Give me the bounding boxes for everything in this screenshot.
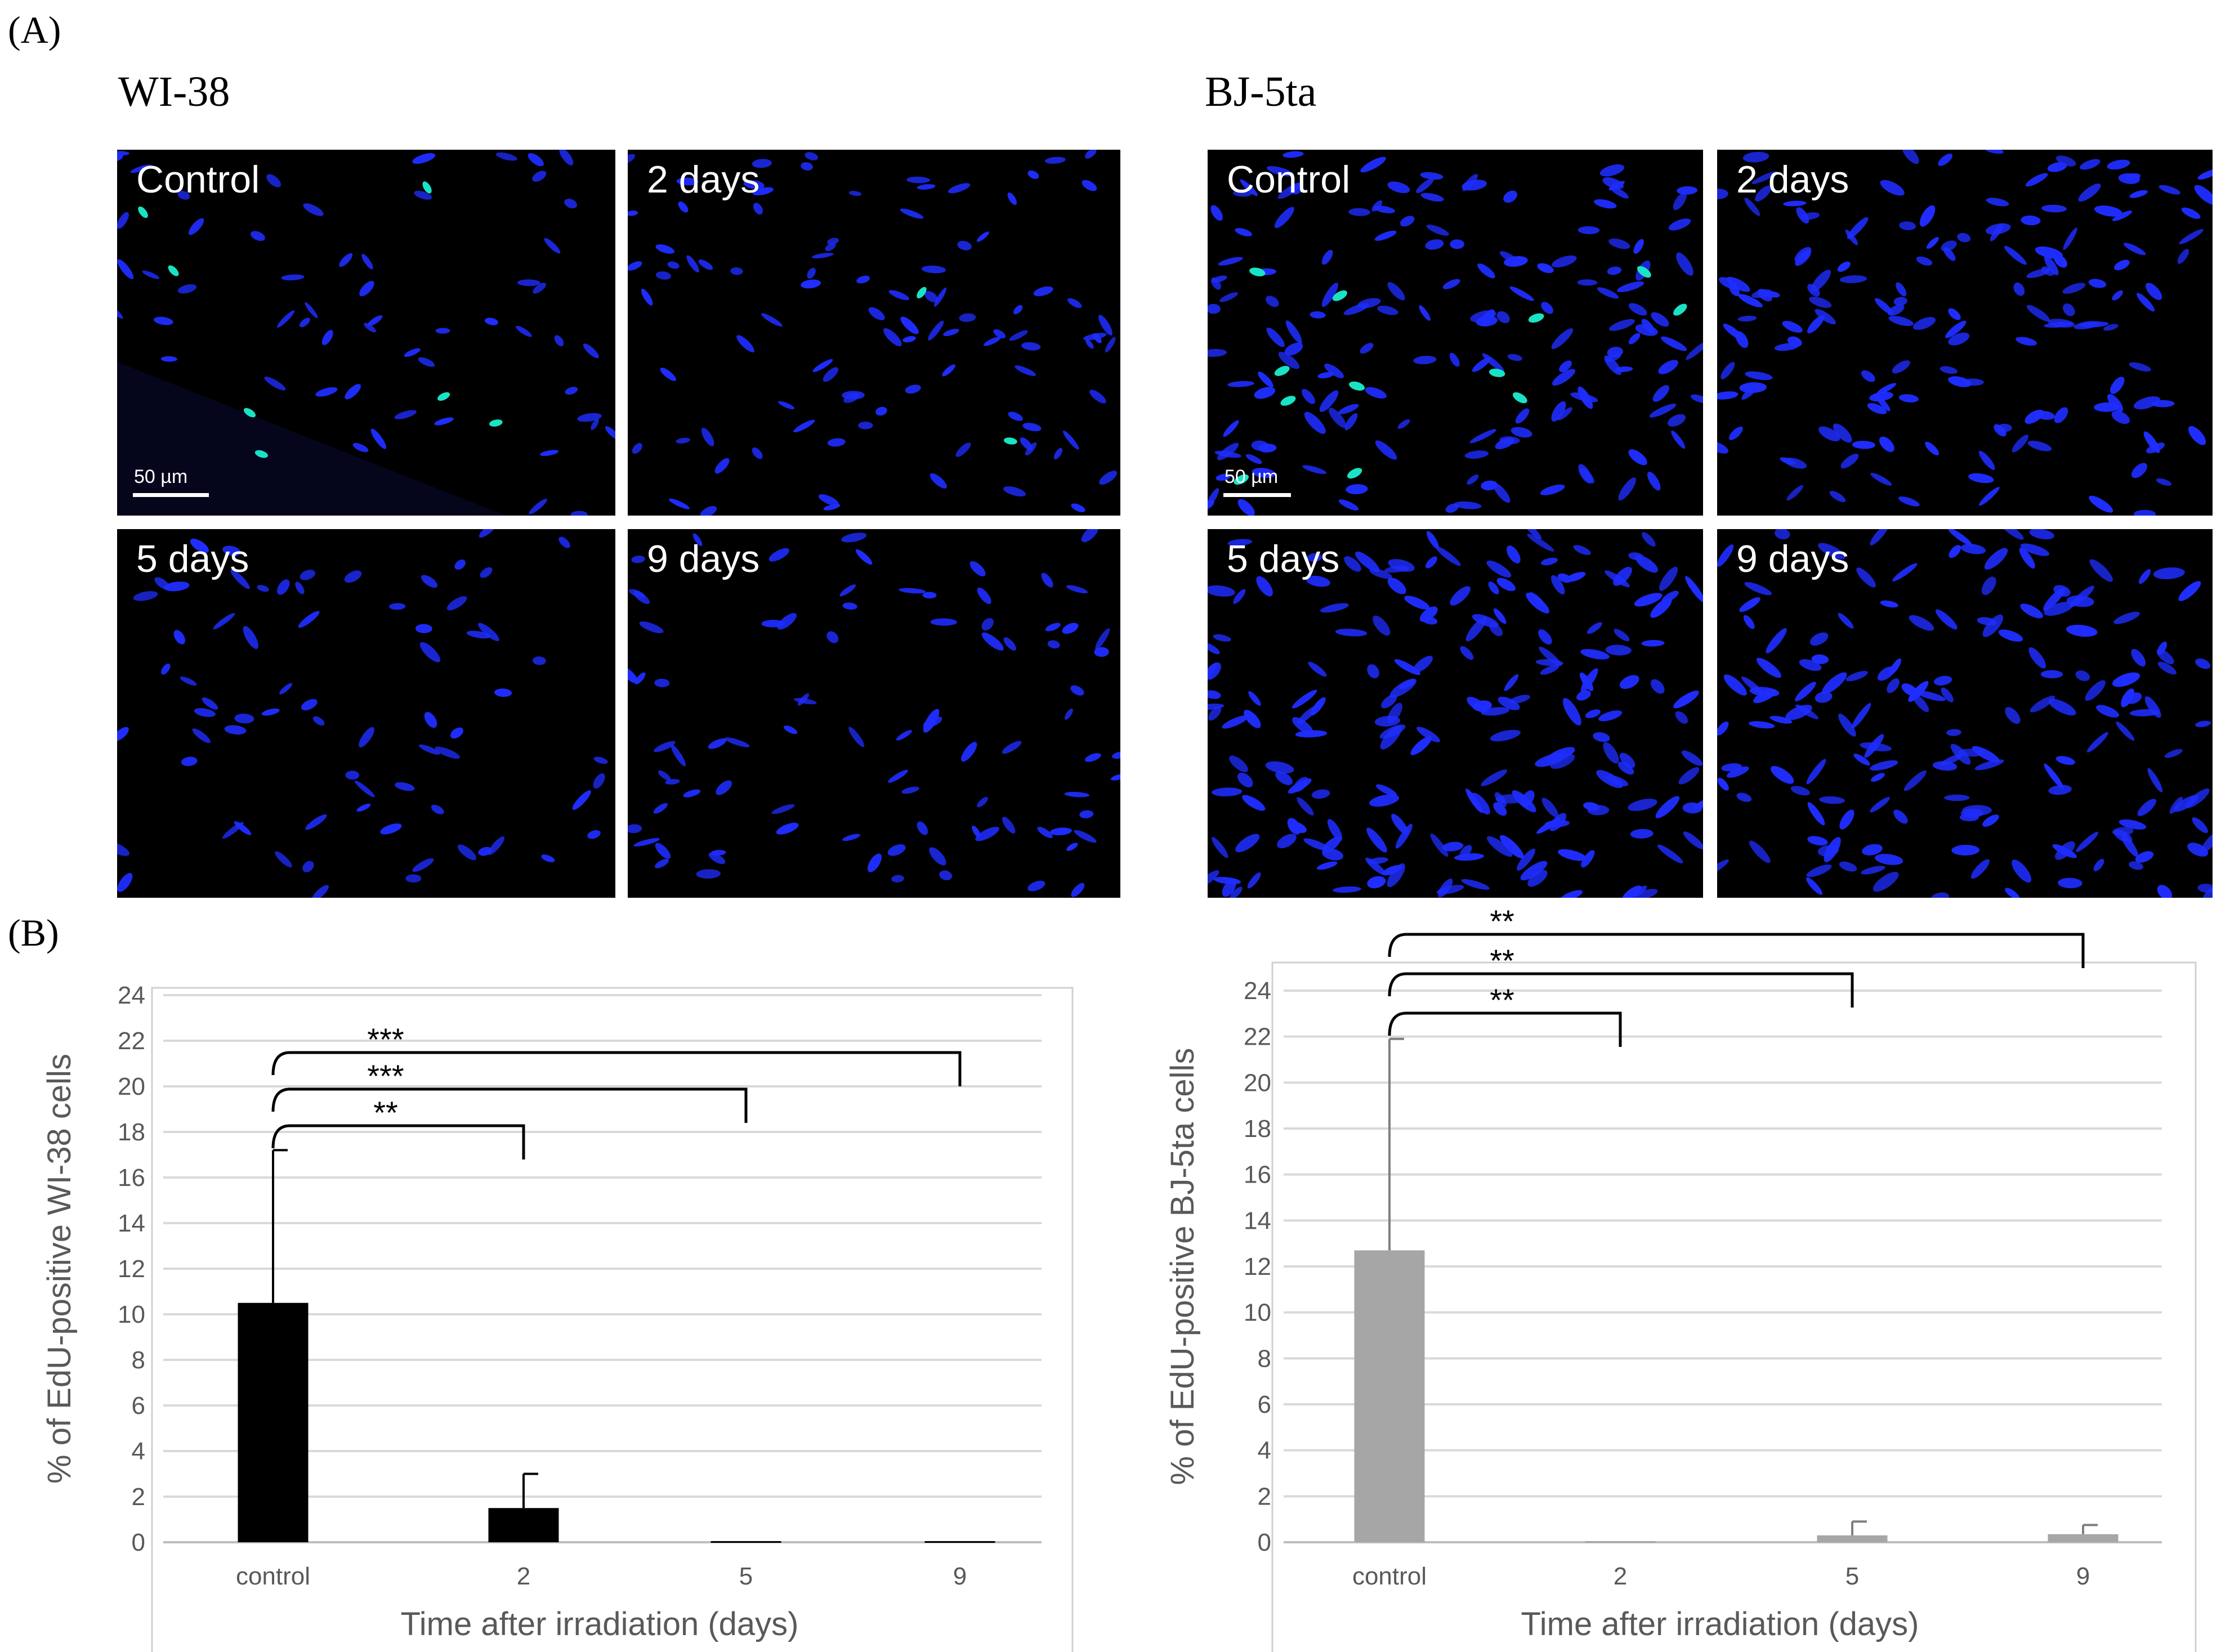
y-tick-label: 6 bbox=[1258, 1391, 1271, 1418]
nuclei-field bbox=[1208, 151, 1703, 516]
micro-label: 2 days bbox=[1736, 158, 1849, 201]
nuclei-field bbox=[1208, 529, 1703, 898]
bj5ta-title: BJ-5ta bbox=[1205, 68, 1317, 115]
y-tick-label: 24 bbox=[1244, 977, 1271, 1005]
panel-b-label: (B) bbox=[8, 911, 59, 954]
x-tick-label: 9 bbox=[2076, 1563, 2090, 1590]
y-tick-label: 6 bbox=[132, 1392, 145, 1420]
y-tick-label: 10 bbox=[118, 1301, 145, 1328]
y-tick-label: 8 bbox=[1258, 1345, 1271, 1372]
scale-bar bbox=[1223, 493, 1291, 497]
micro-label: 9 days bbox=[647, 538, 760, 580]
micro-bj5ta-control: Control 50 µm bbox=[1208, 150, 1703, 516]
significance-bracket bbox=[271, 1087, 748, 1123]
significance-bracket bbox=[271, 1124, 525, 1159]
y-tick-label: 0 bbox=[1258, 1529, 1271, 1556]
x-tick-label: control bbox=[1352, 1563, 1427, 1590]
significance-label: ** bbox=[373, 1095, 398, 1130]
micro-label: 9 days bbox=[1736, 538, 1849, 580]
y-tick-label: 24 bbox=[118, 982, 145, 1009]
significance-bracket bbox=[1388, 1011, 1622, 1047]
y-tick-label: 2 bbox=[1258, 1483, 1271, 1510]
y-tick-label: 20 bbox=[118, 1073, 145, 1100]
micro-label: Control bbox=[136, 158, 260, 201]
bar bbox=[710, 1541, 781, 1543]
nuclei-field bbox=[117, 529, 608, 898]
y-tick-label: 14 bbox=[1244, 1207, 1271, 1234]
chart-frame bbox=[1271, 961, 2197, 1652]
y-tick-label: 4 bbox=[132, 1438, 145, 1465]
bar bbox=[1354, 1250, 1425, 1542]
nuclei-field bbox=[1717, 529, 2213, 898]
scale-bar-label: 50 µm bbox=[134, 466, 188, 487]
nuclei-field bbox=[1717, 150, 2213, 516]
bar bbox=[924, 1541, 995, 1543]
micro-label: Control bbox=[1227, 158, 1351, 201]
x-tick-label: 5 bbox=[1845, 1563, 1859, 1590]
micro-bj5ta-9days: 9 days bbox=[1717, 529, 2213, 898]
y-tick-label: 18 bbox=[118, 1118, 145, 1146]
significance-bracket bbox=[1388, 933, 2085, 968]
significance-bracket bbox=[1388, 972, 1854, 1008]
y-tick-label: 2 bbox=[132, 1483, 145, 1511]
micro-wi38-9days: 9 days bbox=[628, 529, 1120, 898]
y-axis-label: % of EdU-positive BJ-5ta cells bbox=[1164, 1048, 1201, 1485]
nuclei-field bbox=[628, 150, 1118, 516]
x-tick-label: 2 bbox=[1614, 1563, 1627, 1590]
bar bbox=[238, 1302, 309, 1542]
y-tick-label: 22 bbox=[1244, 1023, 1271, 1051]
y-tick-label: 16 bbox=[1244, 1161, 1271, 1189]
significance-label: *** bbox=[367, 1022, 404, 1057]
significance-label: ** bbox=[1490, 943, 1514, 978]
bar bbox=[1585, 1541, 1656, 1543]
x-tick-label: 2 bbox=[517, 1563, 530, 1590]
y-tick-label: 12 bbox=[118, 1255, 145, 1283]
y-axis-label: % of EdU-positive WI-38 cells bbox=[41, 1054, 78, 1484]
y-tick-label: 20 bbox=[1244, 1069, 1271, 1096]
significance-label: *** bbox=[367, 1058, 404, 1094]
y-tick-label: 10 bbox=[1244, 1299, 1271, 1327]
y-tick-label: 14 bbox=[118, 1210, 145, 1237]
x-axis-label: Time after irradiation (days) bbox=[1521, 1606, 1919, 1642]
micro-bj5ta-5days: 5 days bbox=[1208, 529, 1703, 898]
scale-bar-label: 50 µm bbox=[1225, 466, 1279, 487]
x-tick-label: 5 bbox=[739, 1563, 753, 1590]
x-tick-label: 9 bbox=[953, 1563, 967, 1590]
micro-label: 5 days bbox=[1227, 538, 1340, 580]
wi38-title: WI-38 bbox=[118, 68, 230, 115]
nuclei-field bbox=[628, 529, 1120, 897]
bar bbox=[1817, 1535, 1888, 1542]
micro-label: 5 days bbox=[136, 538, 249, 580]
significance-bracket bbox=[271, 1051, 962, 1086]
y-tick-label: 22 bbox=[118, 1027, 145, 1055]
y-tick-label: 12 bbox=[1244, 1253, 1271, 1281]
significance-label: ** bbox=[1490, 982, 1514, 1018]
y-tick-label: 8 bbox=[132, 1346, 145, 1374]
x-tick-label: control bbox=[236, 1563, 310, 1590]
y-tick-label: 18 bbox=[1244, 1115, 1271, 1143]
micro-wi38-2days: 2 days bbox=[628, 150, 1120, 516]
x-axis-label: Time after irradiation (days) bbox=[401, 1606, 799, 1642]
bar bbox=[2048, 1534, 2119, 1542]
micro-bj5ta-2days: 2 days bbox=[1717, 150, 2213, 516]
significance-label: ** bbox=[1490, 903, 1514, 939]
nuclei-field bbox=[117, 150, 615, 516]
micro-wi38-5days: 5 days bbox=[117, 529, 615, 898]
y-tick-label: 4 bbox=[1258, 1437, 1271, 1465]
micro-wi38-control: Control 50 µm bbox=[117, 150, 615, 516]
micro-label: 2 days bbox=[647, 158, 760, 201]
bar bbox=[488, 1508, 559, 1542]
scale-bar bbox=[133, 493, 209, 497]
y-tick-label: 0 bbox=[132, 1529, 145, 1556]
chart-frame bbox=[151, 987, 1074, 1652]
panel-a-label: (A) bbox=[8, 8, 61, 51]
y-tick-label: 16 bbox=[118, 1164, 145, 1192]
